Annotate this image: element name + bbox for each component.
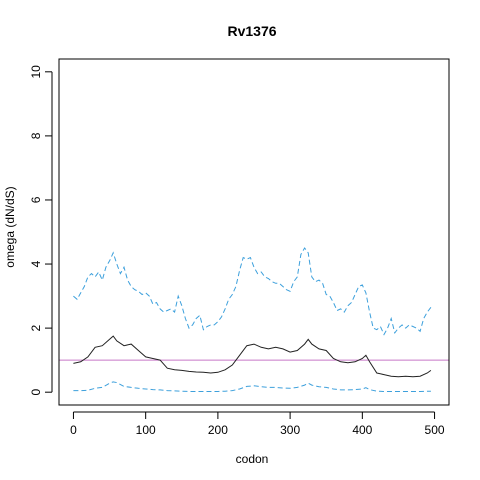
x-tick-label: 0 [70,423,77,437]
axes-layer: 0 100 200 300 400 500 0 2 4 6 8 10 [29,65,445,437]
y-tick-label: 2 [29,324,43,331]
x-tick-label: 500 [425,423,445,437]
y-tick-label: 8 [29,132,43,139]
y-tick-label: 6 [29,196,43,203]
plot-frame [58,58,450,406]
series-line-1 [73,247,432,336]
x-tick-label: 300 [280,423,300,437]
series-layer [59,247,449,392]
series-line-0 [73,335,432,378]
series-line-2 [73,381,431,392]
x-axis-label: codon [236,452,269,466]
x-tick-label: 200 [208,423,228,437]
x-tick-label: 100 [136,423,156,437]
y-tick-label: 10 [29,65,43,79]
y-axis-label: omega (dN/dS) [3,186,17,267]
x-tick-label: 400 [352,423,372,437]
y-tick-label: 0 [29,389,43,396]
y-tick-label: 4 [29,260,43,267]
chart-title: Rv1376 [227,23,276,39]
